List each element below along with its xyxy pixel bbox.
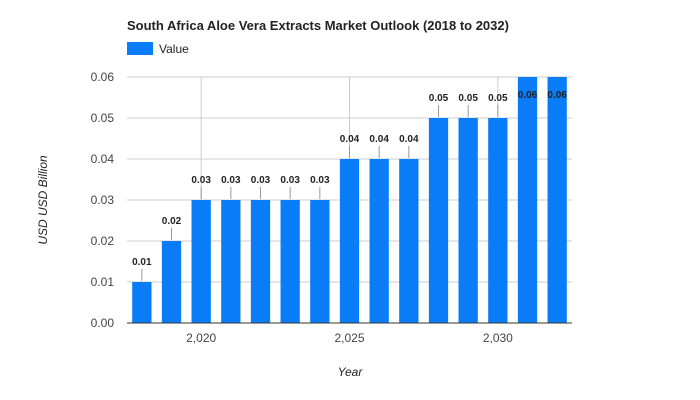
bar-2027	[399, 159, 419, 323]
data-label-2032: 0.06	[547, 90, 567, 101]
data-label-2022: 0.03	[251, 175, 271, 186]
y-axis-title: USD USD Billion	[36, 155, 50, 245]
y-tick-label: 0.06	[91, 70, 115, 84]
x-tick-label: 2,025	[334, 331, 364, 345]
bar-2028	[428, 118, 449, 323]
data-label-2018: 0.01	[132, 257, 152, 268]
x-tick-label: 2,030	[483, 331, 513, 345]
data-label-2020: 0.03	[191, 175, 211, 186]
bar-2032	[547, 77, 567, 323]
bar-2022	[250, 200, 271, 323]
data-label-2023: 0.03	[280, 175, 300, 186]
x-axis-ticks: 2,020 2,025 2,030	[186, 331, 513, 345]
bars	[132, 77, 567, 323]
bar-2019	[161, 241, 182, 323]
data-label-2029: 0.05	[458, 93, 478, 104]
legend-swatch-value	[127, 42, 153, 55]
data-label-2028: 0.05	[429, 93, 449, 104]
chart-title: South Africa Aloe Vera Extracts Market O…	[127, 18, 509, 33]
y-tick-label: 0.05	[91, 111, 115, 125]
y-axis-ticks: 0.00 0.01 0.02 0.03 0.04 0.05 0.06	[91, 70, 115, 330]
data-label-2031: 0.06	[518, 90, 538, 101]
data-label-2025: 0.04	[340, 134, 360, 145]
bar-2029	[458, 118, 478, 323]
bar-2030	[488, 118, 508, 323]
y-tick-label: 0.03	[91, 193, 115, 207]
y-tick-label: 0.04	[91, 152, 115, 166]
data-label-2030: 0.05	[488, 93, 508, 104]
bar-2021	[221, 200, 241, 323]
bar-2025	[339, 159, 360, 323]
data-label-2019: 0.02	[162, 216, 182, 227]
y-tick-label: 0.02	[91, 234, 115, 248]
data-label-2026: 0.04	[369, 134, 389, 145]
data-label-2024: 0.03	[310, 175, 330, 186]
data-label-2027: 0.04	[399, 134, 419, 145]
bar-2023	[280, 200, 300, 323]
x-tick-label: 2,020	[186, 331, 216, 345]
bar-2020	[191, 200, 211, 323]
y-tick-label: 0.00	[91, 316, 115, 330]
bar-2024	[310, 200, 330, 323]
data-labels: 0.01 0.02 0.03 0.03 0.03 0.03 0.03 0.04 0.04 0.04…	[132, 90, 567, 281]
data-label-2021: 0.03	[221, 175, 241, 186]
bar-2031	[517, 77, 538, 323]
legend: Value	[127, 42, 189, 56]
bar-2018	[132, 282, 152, 323]
bar-2026	[369, 159, 389, 323]
legend-label-value: Value	[159, 42, 189, 56]
x-axis-title: Year	[338, 365, 364, 379]
y-tick-label: 0.01	[91, 275, 115, 289]
